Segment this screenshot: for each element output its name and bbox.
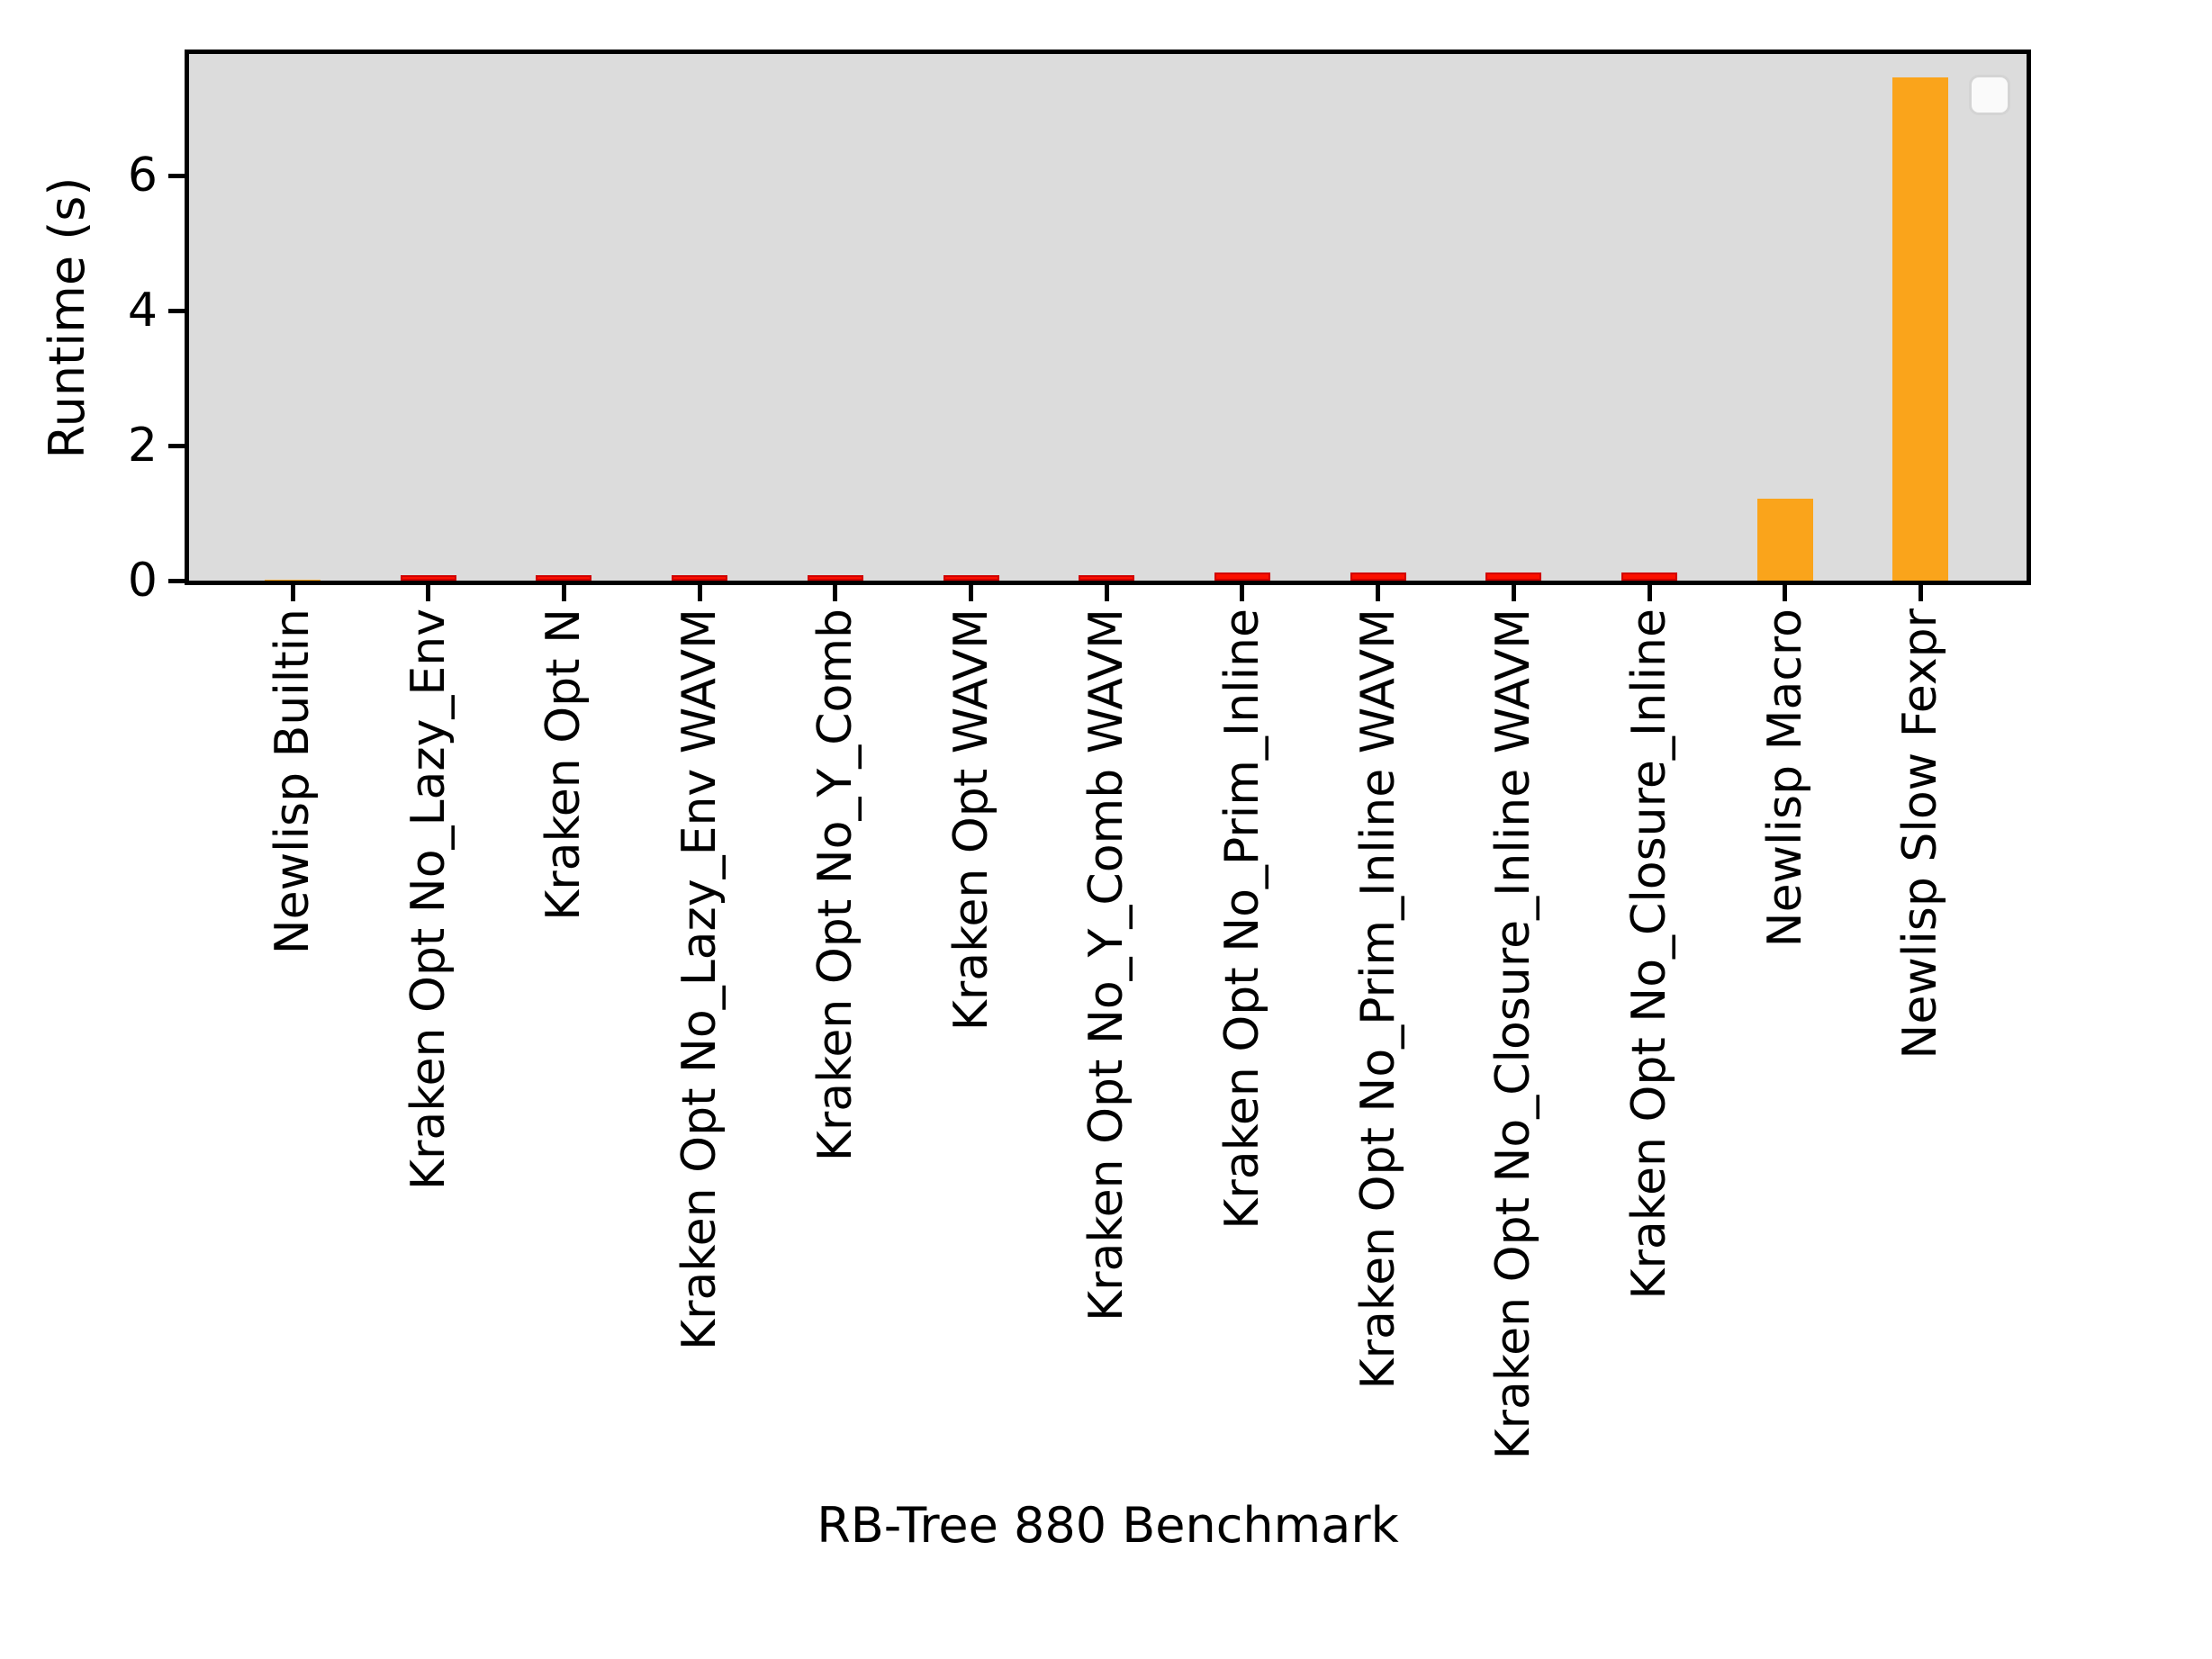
x-tick-label: Kraken Opt No_Closure_Inline <box>1622 609 1676 1300</box>
bar-kraken-opt-no-prim-inline <box>1214 573 1270 581</box>
bar-kraken-opt-no-y-comb <box>807 575 863 581</box>
bar-kraken-opt-no-lazy-env <box>400 575 456 581</box>
y-tick <box>168 443 185 448</box>
x-tick <box>1918 585 1923 601</box>
x-tick <box>426 585 431 601</box>
x-tick <box>1647 585 1652 601</box>
legend-box <box>1969 75 2010 115</box>
bar-newlisp-builtin <box>265 579 321 581</box>
x-tick-label: Kraken Opt No_Prim_Inline <box>1214 609 1269 1230</box>
x-tick-label: Kraken Opt No_Lazy_Env <box>401 609 456 1191</box>
x-tick-label: Kraken Opt No_Closure_Inline WAVM <box>1486 609 1541 1460</box>
x-tick <box>833 585 838 601</box>
x-tick-label: Kraken Opt No_Y_Comb WAVM <box>1079 609 1134 1321</box>
y-tick <box>168 173 185 178</box>
x-tick <box>561 585 566 601</box>
x-tick-label: Kraken Opt No_Lazy_Env WAVM <box>673 609 727 1350</box>
y-axis-label: Runtime (s) <box>39 176 95 458</box>
bar-kraken-opt-n <box>536 575 592 581</box>
x-tick-label: Newlisp Slow Fexpr <box>1893 609 1948 1059</box>
bar-kraken-opt-no-closure-inline-wavm <box>1485 573 1542 581</box>
bar-kraken-opt-no-closure-inline <box>1621 573 1677 581</box>
y-tick-label: 0 <box>127 554 158 608</box>
x-tick <box>969 585 973 601</box>
bar-kraken-opt-wavm <box>943 575 999 581</box>
bar-newlisp-slow-fexpr <box>1892 77 1949 581</box>
plot-area <box>185 50 2031 585</box>
x-tick <box>290 585 295 601</box>
bar-kraken-opt-no-prim-inline-wavm <box>1350 573 1406 581</box>
y-tick-label: 4 <box>127 284 158 338</box>
x-tick-label: Kraken Opt No_Prim_Inline WAVM <box>1350 609 1405 1390</box>
y-tick <box>168 308 185 313</box>
bar-kraken-opt-no-lazy-env-wavm <box>672 575 728 581</box>
x-tick-label: Kraken Opt WAVM <box>943 609 998 1032</box>
y-tick-label: 2 <box>127 419 158 473</box>
x-tick-label: Newlisp Macro <box>1757 609 1812 948</box>
x-axis-label: RB-Tree 880 Benchmark <box>817 1497 1399 1554</box>
x-tick <box>697 585 702 601</box>
y-tick <box>168 578 185 583</box>
x-tick-label: Kraken Opt No_Y_Comb <box>808 609 862 1162</box>
x-tick-label: Kraken Opt N <box>537 609 591 921</box>
x-tick-label: Newlisp Builtin <box>266 609 320 955</box>
x-tick <box>1240 585 1245 601</box>
x-tick <box>1104 585 1109 601</box>
x-tick <box>1376 585 1381 601</box>
x-tick <box>1511 585 1516 601</box>
bar-kraken-opt-no-y-comb-wavm <box>1079 575 1135 581</box>
y-tick-label: 6 <box>127 149 158 203</box>
bar-newlisp-macro <box>1756 499 1813 581</box>
x-tick <box>1783 585 1788 601</box>
